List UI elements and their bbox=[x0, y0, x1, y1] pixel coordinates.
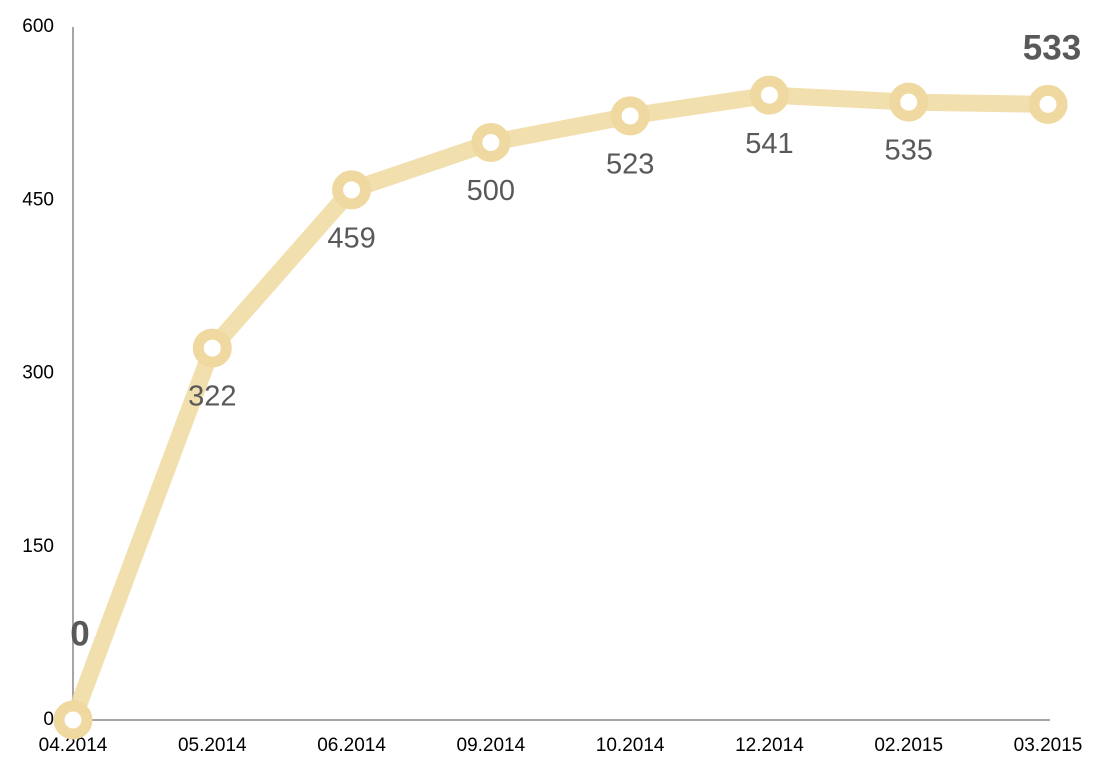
data-label: 541 bbox=[745, 128, 793, 160]
data-point bbox=[192, 328, 232, 368]
data-label: 322 bbox=[188, 381, 236, 413]
y-tick-label: 600 bbox=[22, 16, 54, 37]
data-label: 459 bbox=[327, 223, 375, 255]
x-tick-label: 09.2014 bbox=[457, 735, 526, 756]
data-point bbox=[610, 96, 650, 136]
data-label: 535 bbox=[885, 135, 933, 167]
data-label: 523 bbox=[606, 149, 654, 181]
x-tick-label: 12.2014 bbox=[735, 735, 804, 756]
data-point bbox=[332, 170, 372, 210]
y-tick-label: 0 bbox=[43, 709, 54, 730]
x-tick-label: 03.2015 bbox=[1014, 735, 1083, 756]
x-tick-label: 05.2014 bbox=[178, 735, 247, 756]
y-tick-label: 300 bbox=[22, 363, 54, 384]
data-label: 533 bbox=[1023, 29, 1081, 68]
data-point bbox=[889, 82, 929, 122]
y-tick-label: 150 bbox=[22, 536, 54, 557]
y-tick-label: 450 bbox=[22, 189, 54, 210]
data-label: 0 bbox=[70, 614, 89, 653]
x-tick-label: 04.2014 bbox=[39, 735, 108, 756]
data-point bbox=[53, 700, 93, 740]
data-point bbox=[471, 123, 511, 162]
x-tick-label: 02.2015 bbox=[874, 735, 943, 756]
data-line bbox=[65, 86, 1049, 723]
data-point bbox=[749, 75, 789, 115]
data-label: 500 bbox=[467, 175, 515, 207]
x-tick-label: 10.2014 bbox=[596, 735, 665, 756]
data-point bbox=[1028, 84, 1068, 124]
x-tick-label: 06.2014 bbox=[317, 735, 386, 756]
